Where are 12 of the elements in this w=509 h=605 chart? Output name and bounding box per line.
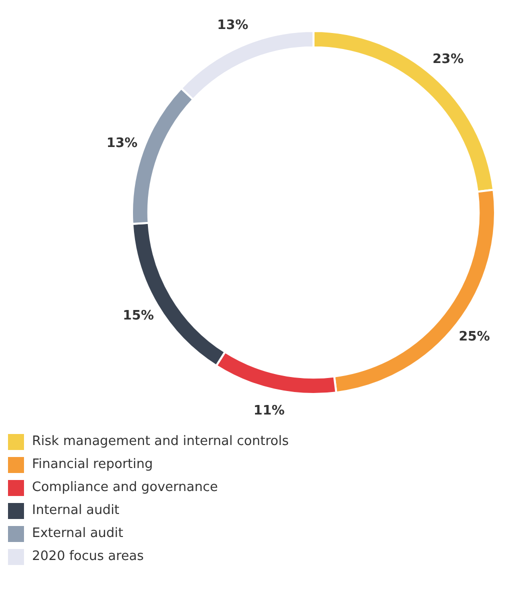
data-label: 15% [122, 308, 154, 324]
data-label: 13% [106, 136, 138, 151]
data-label: 23% [432, 52, 464, 68]
legend-label: Compliance and governance [32, 480, 218, 495]
data-label: 25% [458, 330, 490, 345]
legend-label: Internal audit [32, 503, 120, 518]
legend-label: External audit [32, 526, 124, 541]
legend-label: Financial reporting [32, 457, 153, 472]
legend-label: Risk management and internal controls [32, 434, 289, 449]
data-label: 11% [254, 403, 285, 418]
data-label: 13% [217, 18, 248, 34]
legend-label: 2020 focus areas [32, 549, 144, 564]
